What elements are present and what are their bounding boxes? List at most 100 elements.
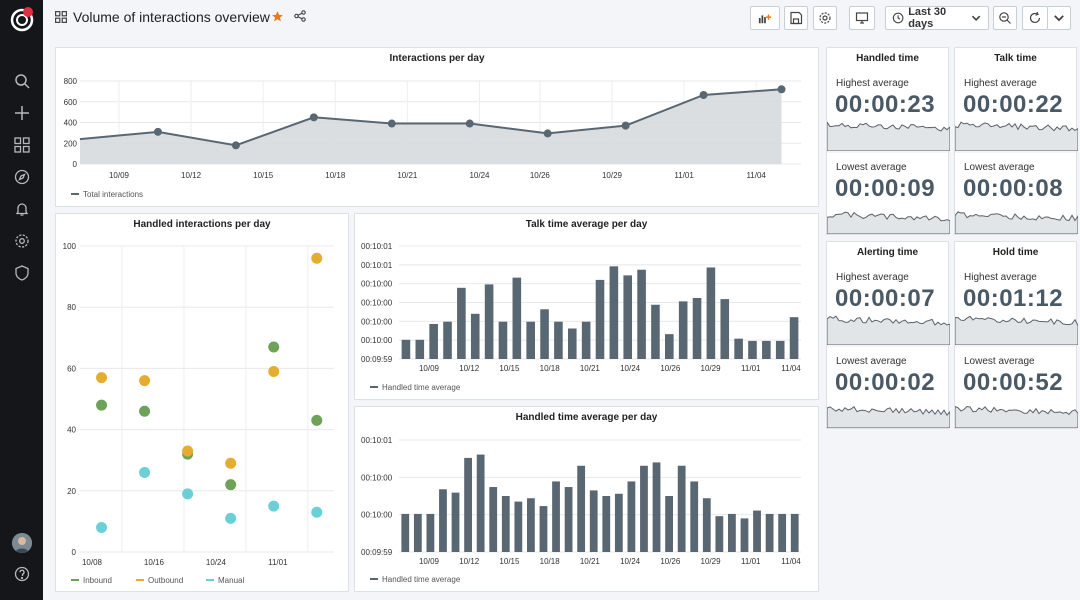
panel-title: Talk time [994, 53, 1037, 64]
x-tick-label: 11/01 [741, 364, 761, 373]
data-point [96, 372, 108, 384]
sparkline-area [827, 405, 950, 428]
save-icon [790, 11, 803, 25]
y-tick-label: 0 [73, 160, 78, 169]
sparkline-area [827, 121, 950, 151]
y-tick-label: 00:10:00 [361, 317, 393, 326]
x-tick-label: 10/12 [459, 557, 480, 566]
y-tick-label: 00:10:01 [361, 436, 393, 445]
dashboard-title[interactable]: Volume of interactions overview [73, 9, 270, 25]
data-point [465, 119, 474, 128]
x-tick-label: 10/15 [253, 171, 274, 180]
bar-chart: 00:10:01 00:10:01 00:10:00 00:10:00 00:10:00… [361, 242, 801, 392]
y-tick-label: 00:10:00 [361, 280, 393, 289]
bar [640, 465, 648, 552]
panel-title: Alerting time [856, 247, 919, 258]
data-point [543, 129, 552, 138]
data-point [225, 479, 237, 491]
star-icon[interactable] [271, 10, 284, 23]
bar [567, 328, 577, 359]
y-tick-label: 00:10:00 [361, 511, 393, 520]
panel-title: Handled interactions per day [133, 219, 271, 230]
bar [476, 454, 485, 552]
stat-panel-handled-time[interactable]: Handled time Highest average 00:00:23 Lo… [826, 47, 950, 235]
x-tick-label: 10/24 [620, 557, 641, 566]
bar [401, 513, 410, 552]
stat-panel-alerting-time[interactable]: Alerting time Highest average 00:00:07 L… [826, 241, 950, 429]
bar [609, 266, 619, 359]
bar [762, 340, 771, 359]
data-point [139, 375, 151, 387]
stat-panel-talk-time[interactable]: Talk time Highest average 00:00:22 Lowes… [954, 47, 1078, 235]
data-point [268, 365, 280, 377]
lowest-label: Lowest average [964, 162, 1035, 173]
data-point [96, 522, 108, 534]
data-point [311, 506, 323, 518]
configuration-icon[interactable] [11, 230, 33, 252]
zoom-out-icon [999, 12, 1011, 24]
bar [728, 513, 736, 552]
bar [489, 487, 498, 552]
panel-title: Handled time [856, 53, 919, 64]
x-tick-label: 10/24 [469, 171, 490, 180]
bar [451, 492, 460, 552]
chevron-down-icon [1054, 15, 1064, 22]
y-tick-label: 00:09:59 [361, 355, 393, 364]
bar [577, 465, 586, 552]
stat-panel-hold-time[interactable]: Hold time Highest average 00:01:12 Lowes… [954, 241, 1078, 429]
x-tick-label: 10/26 [530, 171, 551, 180]
y-tick-label: 0 [72, 548, 77, 557]
legend-label: Handled time average [382, 383, 461, 392]
x-tick-label: 10/18 [325, 171, 346, 180]
time-range-picker[interactable]: Last 30 days [885, 6, 989, 30]
zoom-out-button[interactable] [993, 6, 1017, 30]
shield-icon[interactable] [11, 262, 33, 284]
series-line [79, 88, 782, 147]
panel-interactions-per-day[interactable]: Interactions per day 800 600 400 200 0 10/09 1… [55, 47, 819, 207]
user-avatar[interactable] [12, 533, 32, 553]
panel-talk-time-average[interactable]: Talk time average per day 00:10:01 00:10:… [354, 213, 819, 400]
bar [753, 510, 761, 552]
search-icon[interactable] [11, 70, 33, 92]
data-point [96, 399, 108, 411]
x-tick-label: 10/09 [419, 557, 440, 566]
sparkline-area [827, 211, 950, 234]
bar [665, 496, 673, 552]
bar [526, 321, 535, 359]
x-tick-label: 10/18 [540, 364, 561, 373]
plus-icon[interactable] [11, 102, 33, 124]
dashboards-icon[interactable] [11, 134, 33, 156]
data-point [387, 119, 396, 128]
lowest-label: Lowest average [836, 356, 907, 367]
data-point [139, 466, 151, 478]
y-tick-label: 800 [64, 77, 78, 86]
y-tick-label: 00:10:01 [361, 261, 393, 270]
view-mode-button[interactable] [849, 6, 875, 30]
highest-label: Highest average [836, 272, 909, 283]
x-tick-label: 10/15 [499, 364, 520, 373]
refresh-interval-button[interactable] [1047, 6, 1071, 30]
grafana-logo[interactable] [8, 5, 36, 33]
help-icon[interactable] [11, 563, 33, 585]
refresh-button[interactable] [1022, 6, 1048, 30]
alerting-icon[interactable] [11, 198, 33, 220]
panel-handled-time-average[interactable]: Handled time average per day 00:10:01 00:… [354, 406, 819, 592]
bar [501, 496, 510, 552]
save-dashboard-button[interactable] [784, 6, 808, 30]
bar [539, 506, 548, 552]
bar [789, 317, 799, 359]
data-point [268, 341, 280, 353]
x-tick-label: 10/15 [499, 557, 520, 566]
explore-icon[interactable] [11, 166, 33, 188]
legend-label: Inbound [83, 576, 112, 585]
sparkline [827, 211, 950, 234]
scatter-chart: 100 80 60 40 20 0 10/08 10/16 10/24 11/01 Inbound O… [63, 242, 334, 585]
share-icon[interactable] [294, 10, 306, 22]
dashboard-settings-button[interactable] [813, 6, 837, 30]
bar [429, 323, 438, 359]
add-panel-button[interactable] [750, 6, 780, 30]
x-tick-label: 10/09 [419, 364, 440, 373]
bar [554, 321, 563, 359]
bar [589, 490, 598, 552]
panel-handled-interactions-per-day[interactable]: Handled interactions per day 100 80 60 40 20… [55, 213, 349, 592]
